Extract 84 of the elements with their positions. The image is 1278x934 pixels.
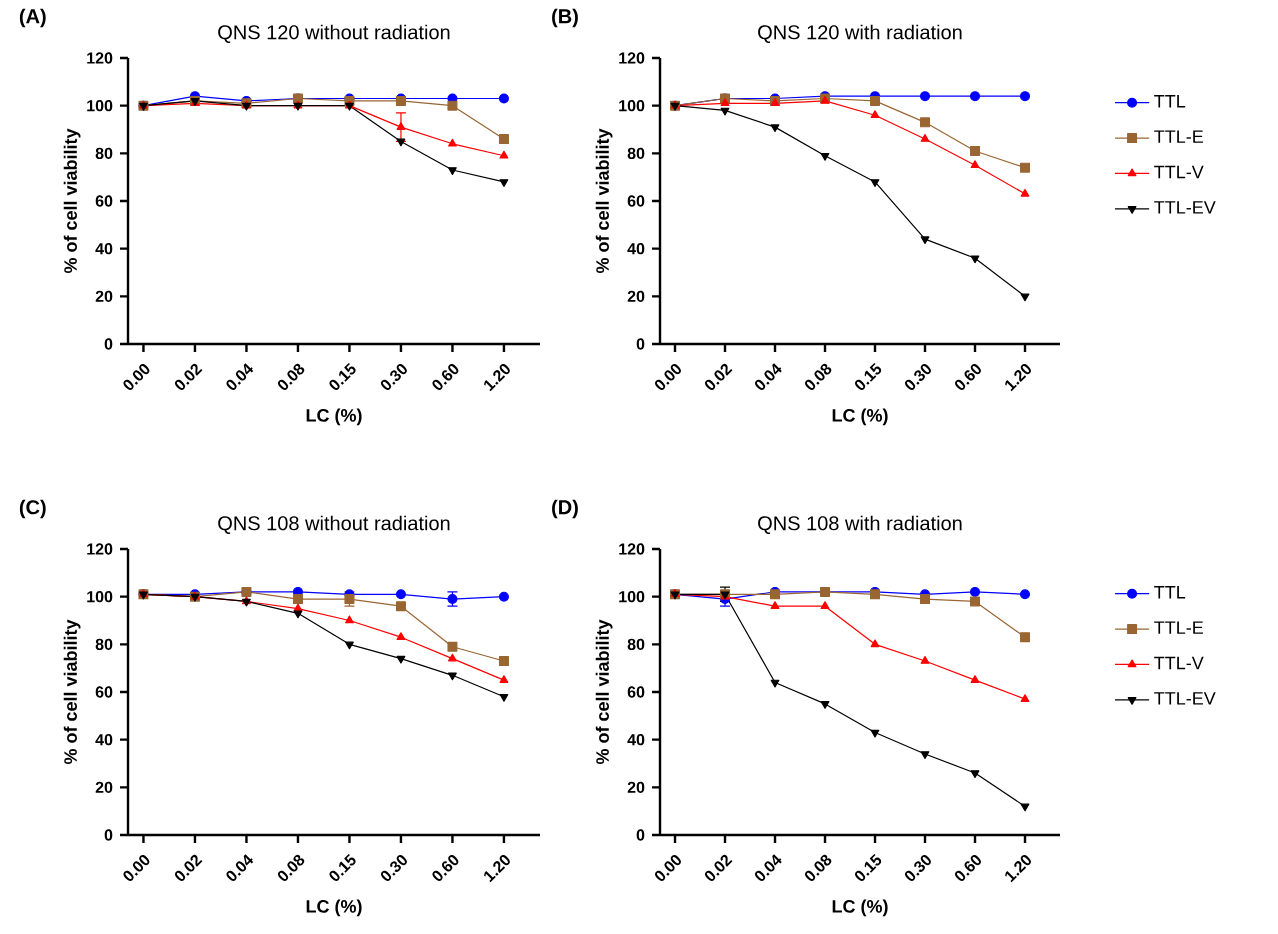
chart-title: QNS 108 with radiation — [758, 515, 962, 534]
y-tick-label: 80 — [627, 147, 645, 159]
legend-label: TTL-V — [1154, 656, 1204, 670]
text: (C) — [19, 499, 46, 519]
y-tick-label: 20 — [627, 781, 645, 793]
y-tick-label: 120 — [87, 543, 113, 555]
x-tick-label: 0.00 — [654, 855, 681, 881]
y-tick-label: 60 — [95, 686, 113, 698]
y-tick-label: 120 — [619, 52, 645, 64]
y-tick-label: 120 — [619, 543, 645, 555]
y-tick-label: 60 — [627, 195, 645, 207]
x-tick-label: 0.30 — [904, 855, 931, 881]
y-tick-label: 40 — [95, 243, 113, 255]
x-tick-label: 1.20 — [1005, 364, 1031, 392]
y-tick-label: 40 — [95, 734, 113, 746]
legend-label: TTL-E — [1154, 130, 1203, 143]
x-tick-label: 0.08 — [277, 854, 305, 881]
x-tick-label: 0.02 — [174, 854, 203, 881]
x-tick-label: 0.08 — [277, 363, 305, 390]
x-tick-label: 0.04 — [754, 363, 782, 390]
chart-title: QNS 120 without radiation — [218, 24, 450, 43]
x-tick-label: 0.60 — [954, 364, 981, 390]
text: (B) — [552, 8, 578, 28]
legend-label: TTL-EV — [1154, 201, 1216, 214]
x-tick-label: 0.04 — [754, 854, 782, 881]
legend-label: TTL-E — [1154, 621, 1203, 634]
x-tick-label: 0.30 — [904, 364, 931, 390]
x-tick-label: 0.30 — [380, 855, 407, 881]
y-tick-label: 40 — [627, 243, 645, 255]
text: (D) — [552, 499, 578, 519]
y-axis-title: % of cell viability — [595, 128, 613, 274]
y-axis-title: % of cell viability — [63, 128, 81, 274]
y-tick-label: 60 — [627, 686, 645, 698]
y-tick-label: 80 — [95, 638, 113, 650]
chart-title: QNS 120 with radiation — [758, 24, 962, 43]
x-tick-label: 0.15 — [329, 853, 356, 881]
y-tick-label: 0 — [104, 829, 113, 841]
x-tick-label: 0.60 — [954, 855, 981, 881]
y-tick-label: 100 — [619, 100, 645, 112]
x-tick-label: 0.04 — [226, 363, 254, 390]
y-tick-label: 60 — [95, 195, 113, 207]
y-axis-title: % of cell viability — [63, 619, 81, 765]
x-axis-title: LC (%) — [832, 408, 888, 426]
chart-title: QNS 108 without radiation — [218, 515, 450, 534]
y-tick-label: 100 — [619, 591, 645, 603]
x-tick-label: 0.30 — [380, 364, 407, 390]
legend-label: TTL-EV — [1154, 692, 1216, 705]
y-tick-label: 20 — [95, 781, 113, 793]
x-tick-label: 0.15 — [854, 362, 882, 390]
x-tick-label: 0.00 — [123, 855, 150, 881]
legend-label: TTL-V — [1154, 165, 1204, 179]
x-tick-label: 1.20 — [484, 855, 510, 883]
legend-label: TTL — [1154, 95, 1186, 108]
x-tick-label: 0.60 — [432, 364, 459, 390]
x-tick-label: 1.20 — [1005, 855, 1031, 883]
x-axis-title: LC (%) — [306, 899, 362, 917]
y-tick-label: 120 — [87, 52, 113, 64]
y-tick-label: 0 — [636, 829, 645, 841]
y-tick-label: 100 — [87, 100, 113, 112]
y-tick-label: 0 — [636, 338, 645, 350]
y-tick-label: 40 — [627, 734, 645, 746]
x-tick-label: 0.04 — [226, 854, 254, 881]
x-tick-label: 0.02 — [704, 854, 733, 881]
x-tick-label: 0.15 — [854, 853, 882, 881]
x-tick-label: 0.02 — [704, 363, 733, 390]
y-axis-title: % of cell viability — [595, 619, 613, 765]
x-tick-label: 0.00 — [654, 364, 681, 390]
y-tick-label: 20 — [627, 290, 645, 302]
x-axis-title: LC (%) — [306, 408, 362, 426]
legend-label: TTL — [1154, 586, 1186, 599]
text: (A) — [19, 8, 46, 28]
y-tick-label: 0 — [104, 338, 113, 350]
x-tick-label: 0.60 — [432, 855, 459, 881]
x-tick-label: 0.02 — [174, 363, 203, 390]
y-tick-label: 100 — [87, 591, 113, 603]
y-tick-label: 80 — [95, 147, 113, 159]
x-tick-label: 0.00 — [123, 364, 150, 390]
y-tick-label: 80 — [627, 638, 645, 650]
x-tick-label: 1.20 — [484, 364, 510, 392]
x-axis-title: LC (%) — [832, 899, 888, 917]
x-tick-label: 0.15 — [329, 362, 356, 390]
x-tick-label: 0.08 — [804, 854, 832, 881]
x-tick-label: 0.08 — [804, 363, 832, 390]
y-tick-label: 20 — [95, 290, 113, 302]
